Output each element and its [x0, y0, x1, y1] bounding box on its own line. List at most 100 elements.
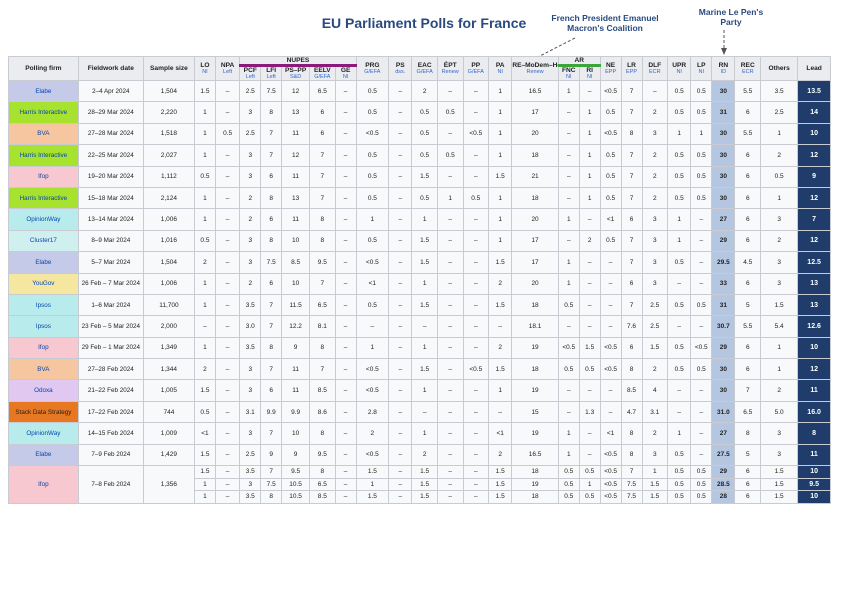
polling-firm-link[interactable]: BVA: [8, 122, 79, 146]
col-header-party[interactable]: RN ID: [711, 56, 736, 81]
value-cell: –: [214, 251, 241, 274]
polling-firm-link[interactable]: Ifop: [8, 336, 79, 360]
value-cell: 6: [309, 122, 336, 146]
value-cell: 11: [281, 122, 311, 146]
rn-value-cell: 31: [711, 293, 736, 317]
value-cell: 1: [488, 79, 513, 103]
col-header-party[interactable]: UPR NI: [667, 56, 692, 81]
others-cell: 3: [760, 272, 799, 295]
value-cell: –: [462, 79, 490, 103]
col-header-party[interactable]: LFI Left: [260, 65, 283, 81]
value-cell: –: [214, 400, 241, 424]
col-header-party[interactable]: RI NI: [578, 65, 601, 81]
value-cell: –: [334, 443, 357, 467]
col-header-party[interactable]: PS–PP S&D: [281, 65, 311, 81]
value-cell: –: [334, 272, 357, 295]
polling-firm-link[interactable]: BVA: [8, 358, 79, 381]
table-row: 1–3.5 8 10.5 8.5–1.5–1.5– –1.5 18 0.5 0.5 <0.5 7.…: [9, 490, 831, 504]
value-cell: 19: [511, 477, 559, 492]
col-header-party[interactable]: GE NI: [334, 65, 357, 81]
value-cell: –: [334, 79, 357, 103]
col-header-party[interactable]: PCF Left: [239, 65, 262, 81]
value-cell: <0.5: [355, 443, 390, 467]
polling-firm-link[interactable]: Elabe: [8, 443, 79, 467]
col-header-party[interactable]: REC ECR: [734, 56, 762, 81]
value-cell: 3: [239, 229, 262, 253]
value-cell: 0.5: [667, 358, 692, 381]
party-name: PS–PP: [284, 67, 307, 74]
col-header-party[interactable]: LP NI: [690, 56, 713, 81]
value-cell: 7: [309, 165, 336, 188]
value-cell: –: [557, 144, 580, 167]
value-cell: 3: [239, 144, 262, 167]
sample-size-cell: 2,000: [142, 315, 195, 338]
table-row: BVA 27–28 Mar 2024 1,518 1 0.5 2.5 7 11 6– <0.5–0…: [8, 122, 831, 146]
value-cell: <0.5: [462, 358, 490, 381]
value-cell: 0.5: [355, 79, 390, 103]
lead-cell: 11: [797, 443, 831, 467]
col-header-party[interactable]: PS dss.: [388, 56, 413, 81]
polling-firm-link[interactable]: Harris Interactive: [8, 186, 79, 210]
value-cell: 4: [641, 379, 669, 402]
col-header-party[interactable]: PRG G/EFA: [355, 56, 390, 81]
lead-cell: 13: [797, 293, 831, 317]
col-header-party[interactable]: RE–MoDem–HorizonsRenew: [511, 56, 559, 81]
polling-firm-link[interactable]: OpinionWay: [8, 208, 79, 231]
value-cell: 0.5: [599, 144, 622, 167]
value-cell: 3: [239, 165, 262, 188]
polling-firm-link[interactable]: OpinionWay: [8, 422, 79, 445]
value-cell: 7: [734, 379, 762, 402]
col-header-party[interactable]: NE EPP: [599, 56, 622, 81]
col-header-party[interactable]: PP G/EFA: [462, 56, 490, 81]
col-header-party[interactable]: PA NI: [488, 56, 513, 81]
value-cell: –: [462, 293, 490, 317]
value-cell: 0.5: [599, 165, 622, 188]
value-cell: –: [462, 272, 490, 295]
col-header-party[interactable]: FNC NI: [557, 65, 580, 81]
others-cell: 3: [760, 208, 799, 231]
polling-firm-link[interactable]: Ipsos: [8, 293, 79, 317]
polling-firm-link[interactable]: Stack Data Strategy: [8, 400, 79, 424]
value-cell: –: [436, 358, 464, 381]
col-header-party[interactable]: EELV G/EFA: [309, 65, 336, 81]
col-header-party[interactable]: LR EPP: [620, 56, 643, 81]
value-cell: 1.5: [488, 358, 513, 381]
polling-firm-link[interactable]: Harris Interactive: [8, 101, 79, 124]
value-cell: –: [462, 477, 490, 492]
value-cell: 0.5: [667, 251, 692, 274]
value-cell: 3: [239, 422, 262, 445]
polling-firm-link[interactable]: Ifop: [8, 465, 79, 504]
value-cell: –: [462, 490, 490, 504]
polling-firm-link[interactable]: Elabe: [8, 79, 79, 103]
value-cell: 19: [511, 379, 559, 402]
value-cell: 7: [620, 165, 643, 188]
polling-firm-link[interactable]: Ipsos: [8, 315, 79, 338]
value-cell: 1.5: [411, 477, 438, 492]
col-header-party[interactable]: NPA Left: [214, 56, 241, 81]
value-cell: 17: [511, 251, 559, 274]
polling-firm-link[interactable]: YouGov: [8, 272, 79, 295]
value-cell: –: [436, 251, 464, 274]
party-group: ECR: [648, 69, 661, 75]
col-header-party[interactable]: DLF ECR: [641, 56, 669, 81]
party-group: NI: [202, 69, 208, 75]
polling-firm-link[interactable]: Elabe: [8, 251, 79, 274]
party-group: NI: [342, 74, 349, 80]
table-row: Stack Data Strategy 17–22 Feb 2024 744 0.5–…: [8, 400, 831, 424]
fieldwork-date-cell: 5–7 Mar 2024: [77, 251, 144, 274]
col-header-party[interactable]: EAC G/EFA: [411, 56, 438, 81]
polling-firm-link[interactable]: Harris Interactive: [8, 144, 79, 167]
value-cell: 21: [511, 165, 559, 188]
value-cell: 0.5: [411, 144, 438, 167]
table-row: Elabe 7–9 Feb 2024 1,429 1.5–2.5 9 9 9.5– <0.5–…: [8, 443, 831, 467]
col-header-party[interactable]: ÉPT Renew: [436, 56, 464, 81]
col-header-party[interactable]: LO NI: [193, 56, 216, 81]
polling-firm-link[interactable]: Ifop: [8, 165, 79, 188]
value-cell: –: [388, 272, 413, 295]
value-cell: 0.5: [667, 165, 692, 188]
value-cell: –: [388, 358, 413, 381]
polling-firm-link[interactable]: Odoxa: [8, 379, 79, 402]
polling-firm-link[interactable]: Cluster17: [8, 229, 79, 253]
value-cell: 1: [411, 336, 438, 360]
party-name: DLF: [648, 62, 662, 69]
